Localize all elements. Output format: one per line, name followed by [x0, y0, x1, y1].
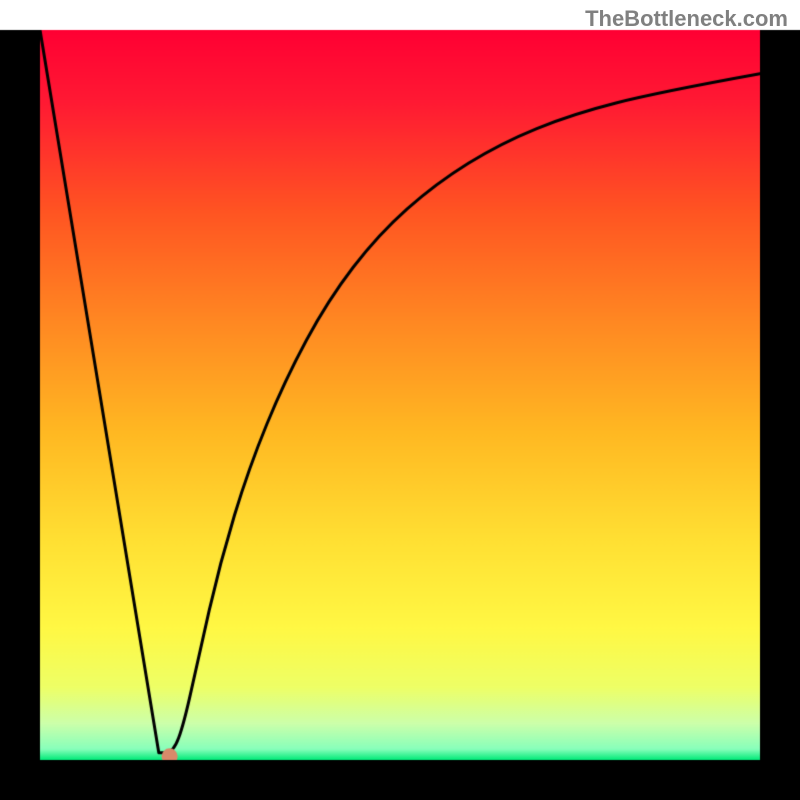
chart-container: TheBottleneck.com	[0, 0, 800, 800]
bottleneck-chart-canvas	[0, 0, 800, 800]
watermark-label: TheBottleneck.com	[585, 6, 788, 32]
